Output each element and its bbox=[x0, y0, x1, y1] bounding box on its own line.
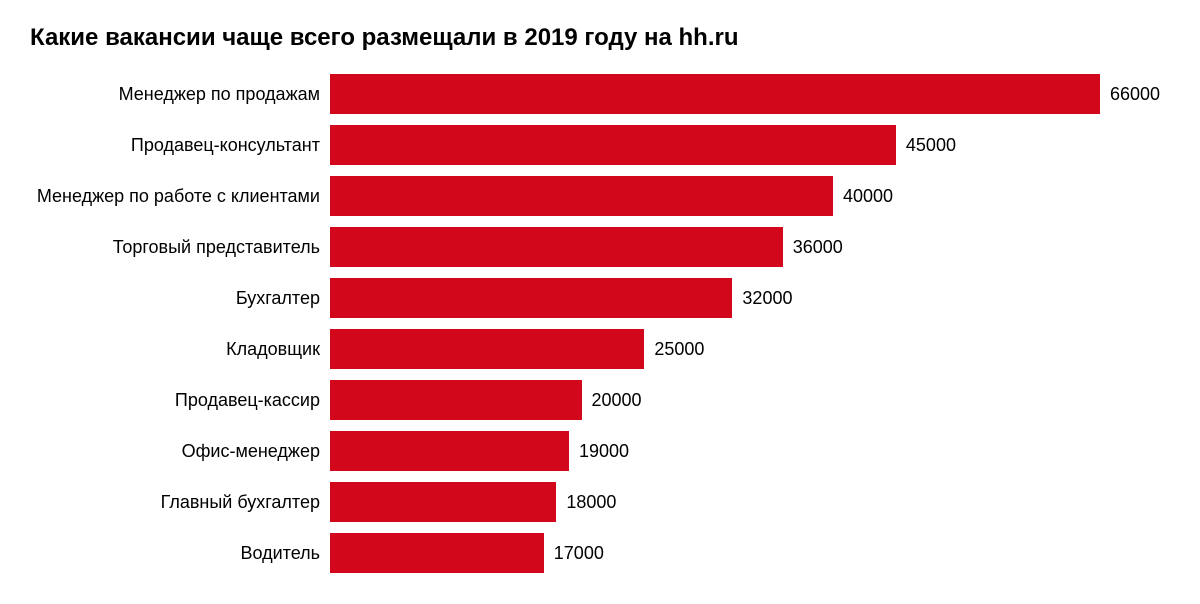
bar bbox=[330, 380, 582, 420]
bar-area: 45000 bbox=[330, 125, 1160, 165]
bar-area: 66000 bbox=[330, 74, 1160, 114]
chart-row: Торговый представитель 36000 bbox=[30, 227, 1160, 267]
value-label: 17000 bbox=[554, 543, 604, 564]
bar bbox=[330, 533, 544, 573]
bar-area: 36000 bbox=[330, 227, 1160, 267]
chart-row: Продавец-консультант 45000 bbox=[30, 125, 1160, 165]
value-label: 40000 bbox=[843, 186, 893, 207]
bar-area: 19000 bbox=[330, 431, 1160, 471]
category-label: Главный бухгалтер bbox=[30, 492, 330, 513]
chart-row: Офис-менеджер 19000 bbox=[30, 431, 1160, 471]
bar bbox=[330, 74, 1100, 114]
bar bbox=[330, 431, 569, 471]
bar bbox=[330, 227, 783, 267]
value-label: 36000 bbox=[793, 237, 843, 258]
bar-area: 40000 bbox=[330, 176, 1160, 216]
category-label: Торговый представитель bbox=[30, 237, 330, 258]
bar bbox=[330, 176, 833, 216]
value-label: 20000 bbox=[592, 390, 642, 411]
bar-area: 25000 bbox=[330, 329, 1160, 369]
bar bbox=[330, 125, 896, 165]
chart-container: Какие вакансии чаще всего размещали в 20… bbox=[0, 0, 1200, 604]
category-label: Продавец-консультант bbox=[30, 135, 330, 156]
chart-row: Менеджер по работе с клиентами 40000 bbox=[30, 176, 1160, 216]
bar bbox=[330, 278, 732, 318]
category-label: Бухгалтер bbox=[30, 288, 330, 309]
value-label: 18000 bbox=[566, 492, 616, 513]
category-label: Менеджер по продажам bbox=[30, 84, 330, 105]
chart-row: Менеджер по продажам 66000 bbox=[30, 74, 1160, 114]
value-label: 19000 bbox=[579, 441, 629, 462]
value-label: 45000 bbox=[906, 135, 956, 156]
chart-row: Водитель 17000 bbox=[30, 533, 1160, 573]
chart-row: Кладовщик 25000 bbox=[30, 329, 1160, 369]
chart-row: Продавец-кассир 20000 bbox=[30, 380, 1160, 420]
bar bbox=[330, 482, 556, 522]
category-label: Кладовщик bbox=[30, 339, 330, 360]
chart-title: Какие вакансии чаще всего размещали в 20… bbox=[30, 24, 1160, 52]
bar-area: 17000 bbox=[330, 533, 1160, 573]
value-label: 66000 bbox=[1110, 84, 1160, 105]
value-label: 25000 bbox=[654, 339, 704, 360]
bar-area: 18000 bbox=[330, 482, 1160, 522]
chart-row: Бухгалтер 32000 bbox=[30, 278, 1160, 318]
category-label: Офис-менеджер bbox=[30, 441, 330, 462]
category-label: Менеджер по работе с клиентами bbox=[30, 186, 330, 207]
bar-area: 20000 bbox=[330, 380, 1160, 420]
chart-row: Главный бухгалтер 18000 bbox=[30, 482, 1160, 522]
category-label: Водитель bbox=[30, 543, 330, 564]
bar-area: 32000 bbox=[330, 278, 1160, 318]
chart-rows: Менеджер по продажам 66000 Продавец-консул… bbox=[30, 74, 1160, 573]
value-label: 32000 bbox=[742, 288, 792, 309]
category-label: Продавец-кассир bbox=[30, 390, 330, 411]
bar bbox=[330, 329, 644, 369]
